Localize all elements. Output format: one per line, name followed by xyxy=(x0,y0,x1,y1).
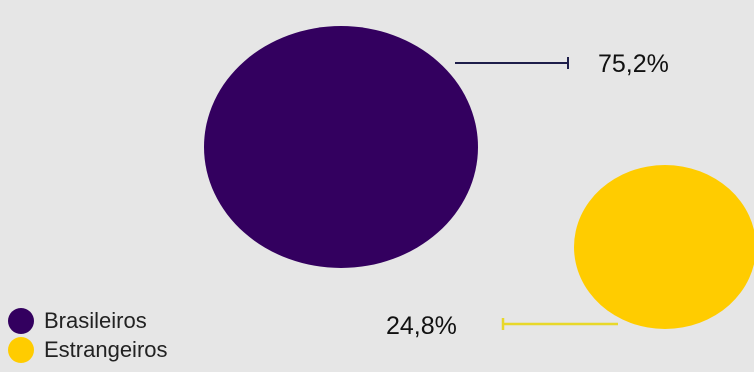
legend-swatch-brasileiros xyxy=(8,307,34,334)
legend-item-estrangeiros: Estrangeiros xyxy=(8,335,168,364)
legend-label-brasileiros: Brasileiros xyxy=(44,307,147,333)
legend-label-estrangeiros: Estrangeiros xyxy=(44,336,168,362)
data-label-estrangeiros: 24,8% xyxy=(386,312,457,340)
bubble-brasileiros xyxy=(204,26,478,268)
data-label-brasileiros: 75,2% xyxy=(598,50,669,78)
legend: Brasileiros Estrangeiros xyxy=(8,306,168,364)
legend-swatch-estrangeiros xyxy=(8,336,34,363)
legend-item-brasileiros: Brasileiros xyxy=(8,306,168,335)
bubble-estrangeiros xyxy=(574,165,754,329)
